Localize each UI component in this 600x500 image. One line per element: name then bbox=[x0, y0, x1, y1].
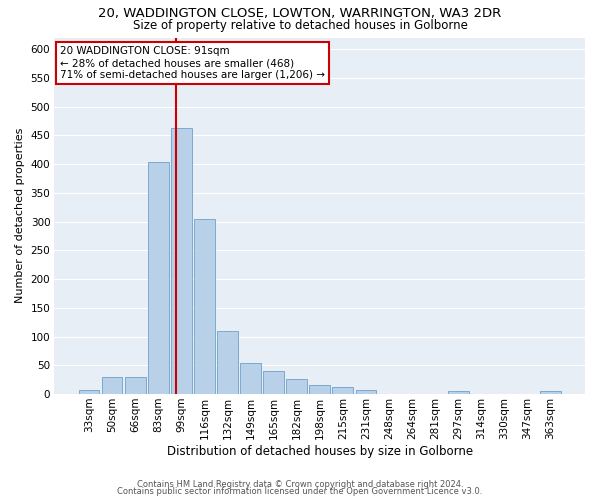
Bar bbox=[79, 390, 100, 394]
Bar bbox=[286, 378, 307, 394]
Bar bbox=[148, 162, 169, 394]
X-axis label: Distribution of detached houses by size in Golborne: Distribution of detached houses by size … bbox=[167, 444, 473, 458]
Text: 20 WADDINGTON CLOSE: 91sqm
← 28% of detached houses are smaller (468)
71% of sem: 20 WADDINGTON CLOSE: 91sqm ← 28% of deta… bbox=[60, 46, 325, 80]
Bar bbox=[171, 128, 191, 394]
Text: 20, WADDINGTON CLOSE, LOWTON, WARRINGTON, WA3 2DR: 20, WADDINGTON CLOSE, LOWTON, WARRINGTON… bbox=[98, 8, 502, 20]
Bar bbox=[240, 363, 261, 394]
Bar bbox=[194, 218, 215, 394]
Y-axis label: Number of detached properties: Number of detached properties bbox=[15, 128, 25, 304]
Text: Size of property relative to detached houses in Golborne: Size of property relative to detached ho… bbox=[133, 18, 467, 32]
Bar bbox=[540, 391, 561, 394]
Bar bbox=[125, 377, 146, 394]
Bar bbox=[101, 377, 122, 394]
Bar bbox=[356, 390, 376, 394]
Text: Contains HM Land Registry data © Crown copyright and database right 2024.: Contains HM Land Registry data © Crown c… bbox=[137, 480, 463, 489]
Bar bbox=[217, 331, 238, 394]
Bar bbox=[448, 391, 469, 394]
Text: Contains public sector information licensed under the Open Government Licence v3: Contains public sector information licen… bbox=[118, 487, 482, 496]
Bar bbox=[310, 386, 330, 394]
Bar bbox=[263, 371, 284, 394]
Bar bbox=[332, 387, 353, 394]
